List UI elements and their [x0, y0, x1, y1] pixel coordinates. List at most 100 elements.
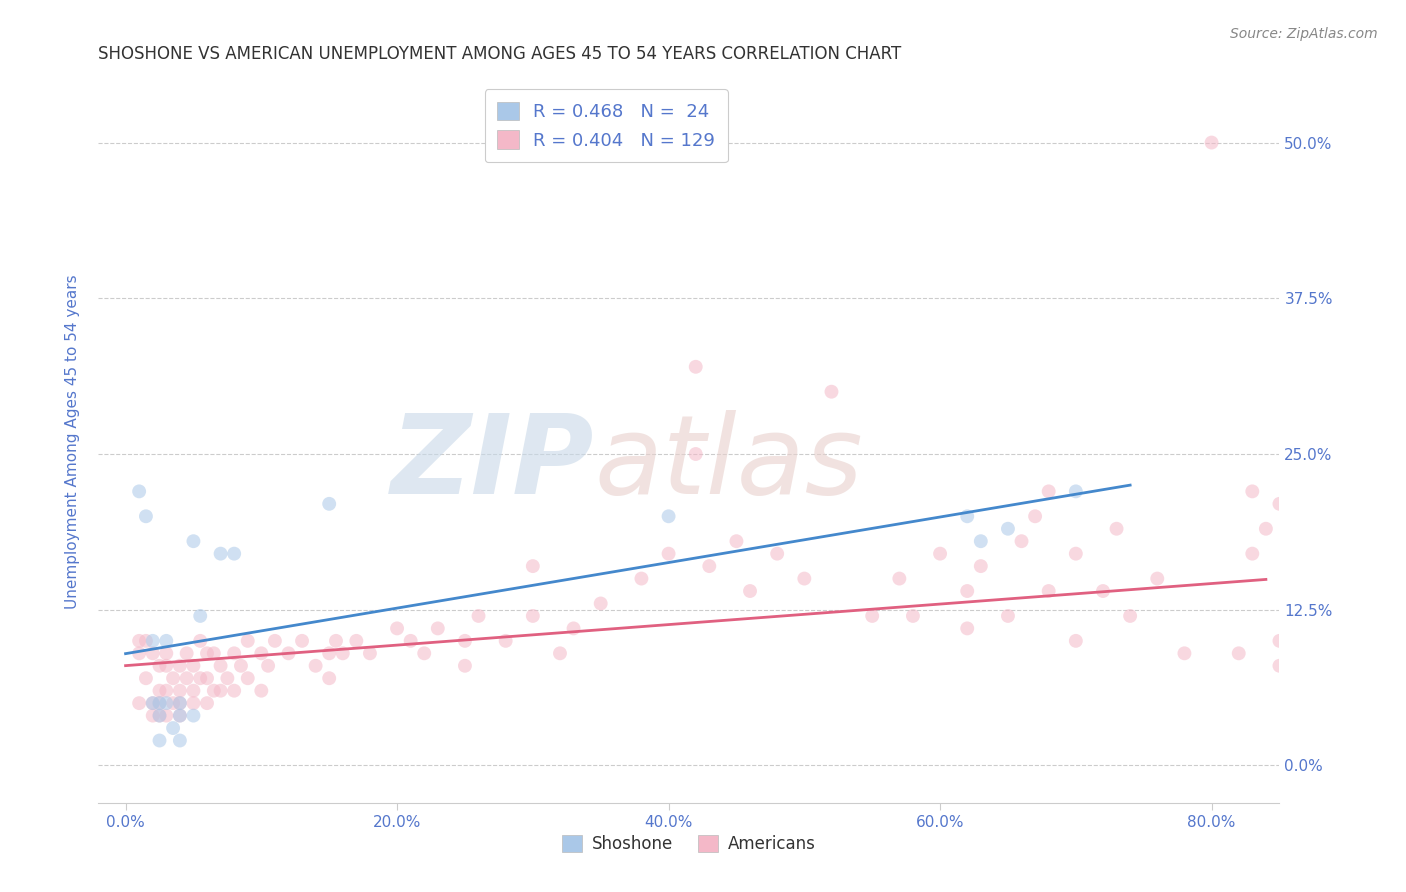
Point [291, 633, 314, 648]
Text: atlas: atlas [595, 409, 863, 516]
Point [454, 633, 477, 648]
Point [176, 646, 198, 660]
Point [148, 708, 170, 723]
Point [169, 658, 191, 673]
Point [229, 658, 252, 673]
Point [209, 547, 232, 561]
Point [224, 547, 246, 561]
Point [224, 683, 246, 698]
Point [997, 609, 1019, 624]
Point [188, 671, 211, 685]
Point [217, 671, 239, 685]
Point [169, 696, 191, 710]
Point [277, 646, 299, 660]
Point [1024, 509, 1046, 524]
Point [697, 559, 720, 574]
Point [522, 609, 544, 624]
Point [332, 646, 354, 660]
Point [956, 584, 979, 599]
Point [1364, 646, 1386, 660]
Point [860, 609, 883, 624]
Point [1064, 633, 1087, 648]
Point [495, 633, 517, 648]
Point [162, 696, 184, 710]
Point [128, 633, 150, 648]
Point [169, 708, 191, 723]
Point [1091, 584, 1114, 599]
Point [1254, 522, 1277, 536]
Point [901, 609, 924, 624]
Point [155, 633, 177, 648]
Point [1038, 484, 1060, 499]
Point [1227, 646, 1250, 660]
Point [148, 733, 170, 747]
Point [142, 646, 165, 660]
Point [128, 484, 150, 499]
Point [209, 683, 232, 698]
Point [1038, 584, 1060, 599]
Point [820, 384, 842, 399]
Point [467, 609, 489, 624]
Point [148, 683, 170, 698]
Point [236, 633, 259, 648]
Point [1268, 633, 1291, 648]
Point [325, 633, 347, 648]
Point [183, 708, 205, 723]
Point [155, 683, 177, 698]
Point [1309, 609, 1331, 624]
Text: SHOSHONE VS AMERICAN UNEMPLOYMENT AMONG AGES 45 TO 54 YEARS CORRELATION CHART: SHOSHONE VS AMERICAN UNEMPLOYMENT AMONG … [98, 45, 901, 63]
Point [1282, 621, 1305, 635]
Point [155, 708, 177, 723]
Point [1119, 609, 1142, 624]
Point [522, 559, 544, 574]
Point [128, 646, 150, 660]
Point [128, 696, 150, 710]
Point [562, 621, 585, 635]
Point [195, 696, 218, 710]
Point [142, 696, 165, 710]
Point [738, 584, 761, 599]
Point [142, 708, 165, 723]
Point [195, 646, 218, 660]
Point [257, 658, 280, 673]
Point [304, 658, 326, 673]
Point [155, 646, 177, 660]
Point [766, 547, 789, 561]
Point [148, 658, 170, 673]
Point [399, 633, 422, 648]
Point [250, 646, 273, 660]
Point [318, 497, 340, 511]
Point [236, 671, 259, 685]
Point [176, 671, 198, 685]
Point [1309, 671, 1331, 685]
Point [1336, 497, 1358, 511]
Point [169, 696, 191, 710]
Point [658, 547, 681, 561]
Y-axis label: Unemployment Among Ages 45 to 54 years: Unemployment Among Ages 45 to 54 years [65, 274, 80, 609]
Point [188, 609, 211, 624]
Point [725, 534, 748, 549]
Text: Source: ZipAtlas.com: Source: ZipAtlas.com [1230, 27, 1378, 41]
Point [413, 646, 436, 660]
Point [956, 509, 979, 524]
Point [1376, 671, 1399, 685]
Point [202, 646, 225, 660]
Point [183, 658, 205, 673]
Point [148, 696, 170, 710]
Legend: Shoshone, Americans: Shoshone, Americans [555, 828, 823, 860]
Point [1201, 136, 1223, 150]
Point [1268, 497, 1291, 511]
Point [148, 696, 170, 710]
Point [1011, 534, 1033, 549]
Point [454, 658, 477, 673]
Point [142, 696, 165, 710]
Text: ZIP: ZIP [391, 409, 595, 516]
Point [1241, 547, 1264, 561]
Point [685, 359, 707, 374]
Point [344, 633, 367, 648]
Point [183, 696, 205, 710]
Point [183, 683, 205, 698]
Point [1295, 621, 1317, 635]
Point [1064, 547, 1087, 561]
Point [155, 696, 177, 710]
